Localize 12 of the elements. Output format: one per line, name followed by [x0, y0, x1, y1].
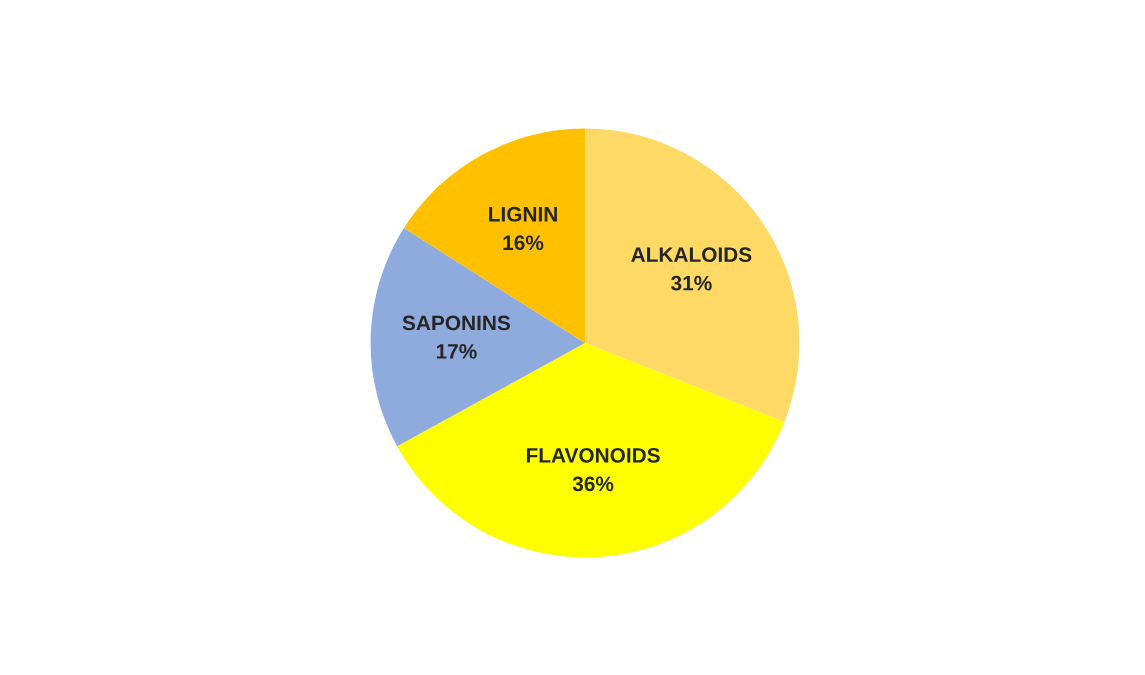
data-label: 31% — [671, 275, 712, 291]
pie-slice — [403, 128, 585, 343]
pie-slice — [585, 128, 800, 422]
pie-slice — [397, 343, 785, 558]
slice-label: ALKALOIDS — [631, 247, 752, 263]
slice-label: LIGNIN — [489, 206, 557, 222]
slice-label: FLAVONOIDS — [526, 447, 660, 463]
slice-label: SAPONINS — [402, 315, 511, 331]
pie-slice — [370, 228, 585, 447]
data-label: 16% — [503, 235, 544, 251]
data-label: 36% — [572, 476, 614, 492]
data-label: 17% — [436, 344, 477, 359]
